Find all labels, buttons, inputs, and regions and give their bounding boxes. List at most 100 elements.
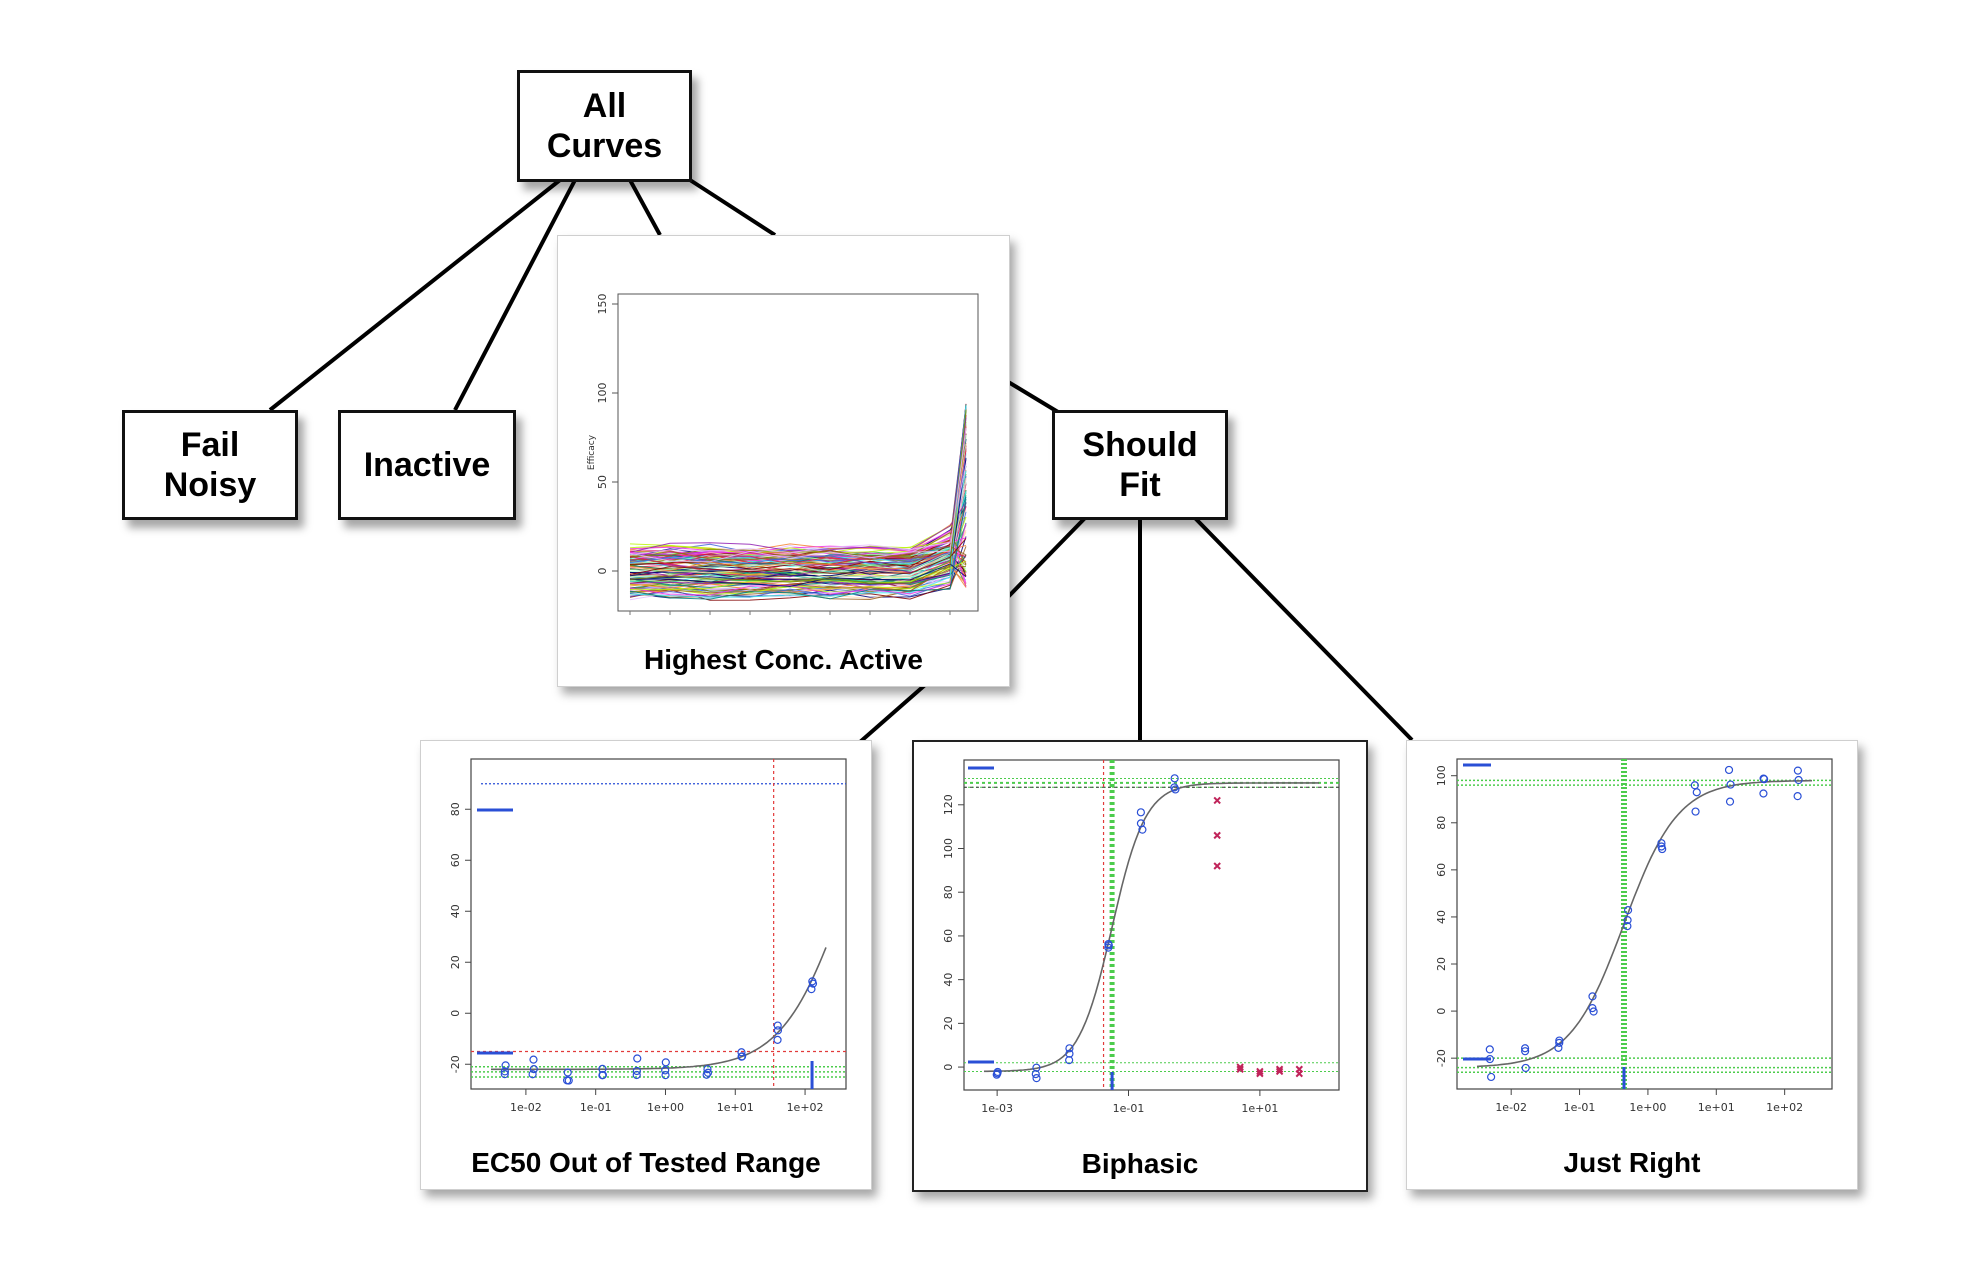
fitted-curve: [491, 947, 827, 1071]
data-point: [702, 1070, 711, 1079]
x-tick-label: 1e-01: [580, 1101, 612, 1114]
data-point: [1588, 1004, 1597, 1013]
data-point: [1657, 839, 1666, 848]
data-point: [529, 1055, 538, 1064]
excluded-point: [1256, 1069, 1264, 1078]
x-tick-label: 1e+01: [717, 1101, 754, 1114]
highest-conc-plot: 0 50 100 150 Efficacy: [587, 293, 979, 615]
data-point: [808, 977, 817, 986]
series-line: [629, 414, 967, 566]
data-point: [1032, 1074, 1041, 1083]
panel-caption-biphasic: Biphasic: [1081, 1148, 1199, 1179]
series-line: [629, 554, 967, 589]
data-point: [1623, 916, 1632, 925]
series-line: [629, 563, 967, 587]
y-tick-label: 40: [942, 973, 955, 987]
series-line: [629, 445, 967, 571]
data-point: [661, 1071, 670, 1080]
y-tick-label: 120: [942, 794, 955, 815]
x-tick-label: 1e-02: [510, 1101, 542, 1114]
data-point: [773, 1035, 782, 1044]
y-tick-label: 0: [596, 568, 609, 575]
plot-frame: [963, 759, 1340, 1091]
data-point: [1170, 783, 1179, 792]
series-line: [629, 454, 967, 555]
edge-all-to-fail: [268, 178, 562, 412]
series-line: [629, 532, 967, 565]
data-point: [703, 1065, 712, 1074]
data-point: [1793, 792, 1802, 801]
series-line: [629, 482, 967, 557]
series-line: [629, 449, 967, 559]
y-tick-label: 0: [449, 1010, 462, 1017]
data-point: [1136, 808, 1145, 817]
series-line: [629, 405, 967, 578]
data-point: [1487, 1072, 1496, 1082]
edge-highest-to-shouldfit: [1003, 378, 1060, 414]
y-tick-label: 80: [1435, 816, 1448, 830]
panel-just-right: -20 0 20 40 60 80 100 1e-02 1e-01 1e+00 1e+01 1e+02…: [1406, 740, 1858, 1190]
series-line: [629, 498, 967, 600]
data-point: [528, 1070, 537, 1079]
series-line: [629, 406, 967, 564]
edge-ec50-continued: [858, 683, 927, 744]
data-point: [1138, 825, 1147, 834]
data-point: [737, 1048, 746, 1057]
panel-caption-highest-conc: Highest Conc. Active: [643, 644, 923, 675]
y-tick-label: -20: [449, 1055, 462, 1073]
node-inactive-label: Inactive: [363, 446, 491, 484]
data-point: [1657, 842, 1666, 851]
data-point: [703, 1068, 713, 1077]
data-point: [1623, 922, 1632, 931]
panel-caption-ec50: EC50 Out of Tested Range: [471, 1147, 821, 1178]
node-all-curves-label: All Curves: [546, 87, 663, 165]
data-point: [500, 1067, 509, 1076]
data-point: [1724, 765, 1734, 775]
y-tick-label: 40: [449, 904, 462, 918]
edge-shouldfit-to-justright: [1193, 516, 1414, 742]
panel-caption-just-right: Just Right: [1563, 1147, 1701, 1178]
edge-shouldfit-to-ec50: [1003, 516, 1087, 602]
y-tick-label: 60: [1435, 863, 1448, 877]
data-point: [1520, 1044, 1530, 1053]
edge-all-to-highest-2: [688, 178, 777, 237]
series-line: [629, 530, 967, 588]
x-tick-label: 1e-03: [981, 1102, 1013, 1115]
data-point: [1555, 1036, 1564, 1045]
data-point: [563, 1068, 572, 1077]
data-point: [1521, 1047, 1530, 1056]
excluded-point: [1295, 1065, 1304, 1073]
x-tick-label: 1e+00: [1629, 1101, 1666, 1114]
data-point: [1589, 1007, 1598, 1016]
biphasic-plot: 0 20 40 60 80 100 120 1e-03 1e-01 1e+01: [942, 759, 1340, 1115]
x-tick-label: 1e+02: [1766, 1101, 1803, 1114]
y-tick-label: -20: [1435, 1049, 1448, 1067]
y-tick-label: 40: [1435, 910, 1448, 924]
node-fail-noisy: Fail Noisy: [122, 410, 298, 520]
x-tick-label: 1e+01: [1698, 1101, 1735, 1114]
data-point: [633, 1054, 642, 1063]
y-tick-label: 150: [596, 294, 609, 315]
data-point: [737, 1052, 747, 1061]
excluded-point: [1275, 1065, 1284, 1073]
data-point: [1794, 775, 1803, 785]
data-point: [773, 1026, 783, 1035]
excluded-point: [1213, 796, 1221, 805]
excluded-point: [1275, 1067, 1284, 1076]
x-tick-label: 1e+02: [787, 1101, 824, 1114]
y-axis-label: Efficacy: [587, 434, 597, 470]
data-point: [1521, 1063, 1530, 1073]
data-point: [1726, 780, 1735, 789]
data-point: [807, 985, 816, 994]
plot-frame: [1456, 758, 1833, 1090]
y-tick-label: 80: [942, 885, 955, 899]
data-point: [1623, 906, 1633, 915]
series-line: [629, 443, 967, 579]
fitted-curve: [984, 782, 1319, 1073]
data-point: [1588, 992, 1597, 1001]
node-should-fit: Should Fit: [1052, 410, 1228, 520]
data-point: [1555, 1038, 1564, 1047]
fitted-curve: [1476, 779, 1812, 1068]
series-line: [629, 428, 967, 563]
node-fail-noisy-label: Fail Noisy: [163, 426, 257, 504]
